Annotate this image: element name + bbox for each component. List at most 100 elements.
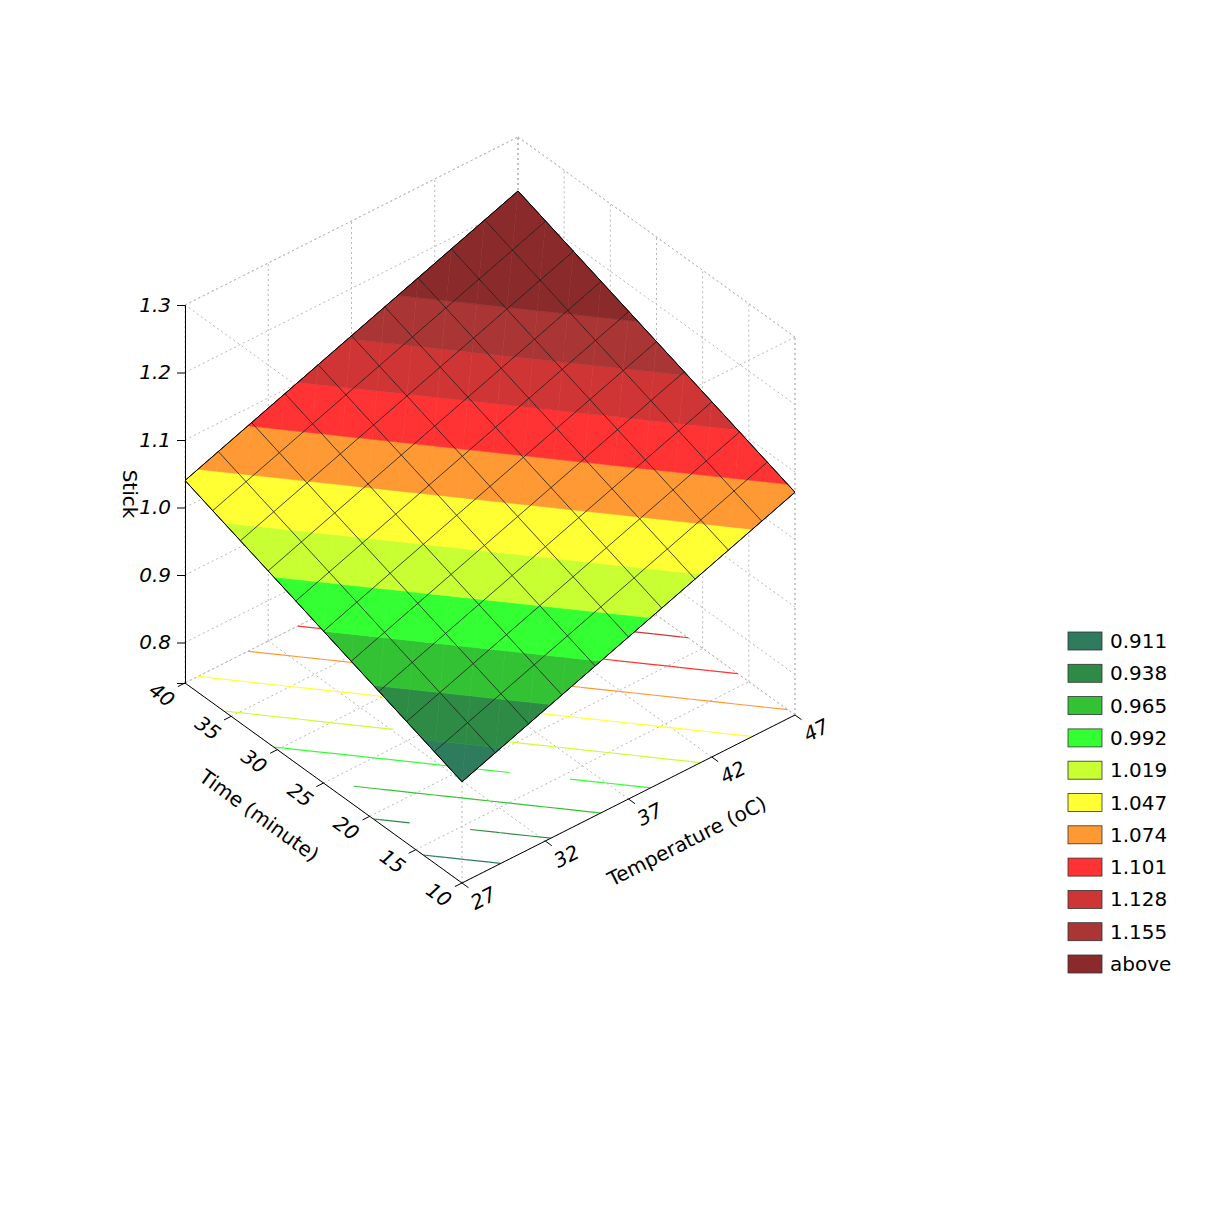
legend-swatch xyxy=(1068,729,1102,747)
contour-line xyxy=(414,793,434,795)
surface-piece xyxy=(407,394,437,426)
tick-mark xyxy=(363,816,370,820)
mesh-line xyxy=(385,307,662,608)
surface-piece xyxy=(446,596,479,634)
mesh-line xyxy=(418,278,695,579)
contour-line xyxy=(692,699,705,700)
contour-line xyxy=(277,685,305,688)
contour-line xyxy=(686,668,710,671)
tick-label: 10 xyxy=(421,878,456,912)
contour-line xyxy=(434,795,444,796)
surface xyxy=(185,191,795,782)
surface-piece xyxy=(762,482,795,521)
contour-line xyxy=(575,749,590,751)
tick-label: 30 xyxy=(237,744,272,778)
contour-line xyxy=(364,694,367,696)
tick-label: 20 xyxy=(329,811,364,845)
axis-title: Stick xyxy=(118,470,142,519)
contour-line xyxy=(318,752,328,753)
surface-piece xyxy=(285,382,316,423)
tick: 0.9 xyxy=(139,563,185,587)
contour-line xyxy=(623,754,635,755)
surface-piece xyxy=(706,427,739,461)
surface-piece xyxy=(507,308,537,340)
contour-line xyxy=(610,721,638,724)
grid-line xyxy=(370,648,703,816)
legend-swatch xyxy=(1068,794,1102,812)
tick: 1.1 xyxy=(139,428,185,452)
surface-piece xyxy=(645,420,678,459)
contour-line xyxy=(419,763,429,764)
grid-line xyxy=(795,337,796,715)
contour-line xyxy=(631,662,649,664)
surface-piece xyxy=(529,359,562,398)
surface-piece xyxy=(545,507,578,546)
legend-label: above xyxy=(1110,952,1171,976)
surface-piece xyxy=(590,366,623,400)
legend-label: 1.019 xyxy=(1110,758,1167,782)
contour-line xyxy=(606,783,630,786)
contour-line xyxy=(389,759,407,761)
mesh-line xyxy=(218,452,495,753)
tick-label: 1.2 xyxy=(139,360,171,384)
contour-line xyxy=(640,724,642,725)
tick-mark xyxy=(224,716,231,720)
surface-piece xyxy=(413,298,446,337)
surface-piece xyxy=(462,450,493,487)
surface-piece xyxy=(474,304,507,338)
box-edge xyxy=(518,137,795,337)
contour-line xyxy=(710,671,738,674)
contour-line xyxy=(257,715,272,717)
contour-line xyxy=(670,728,697,731)
tick-mark xyxy=(409,850,416,854)
surface-piece xyxy=(446,302,477,339)
contour-line xyxy=(671,666,679,668)
tick-label: 1.0 xyxy=(139,495,171,519)
contour-line xyxy=(253,682,277,685)
surface-piece xyxy=(462,744,495,782)
contour-line xyxy=(358,756,373,758)
axis-line xyxy=(185,683,462,883)
surface-piece xyxy=(623,320,656,369)
surface-piece xyxy=(523,456,553,488)
surface-piece xyxy=(679,375,712,424)
contour-line xyxy=(514,742,534,744)
legend-swatch xyxy=(1068,664,1102,682)
contour-line xyxy=(328,753,340,754)
contour-line xyxy=(605,752,623,754)
x-axis: 2732374247Temperature (oC) xyxy=(462,714,833,915)
axis-title: Temperature (oC) xyxy=(603,791,771,892)
surface-piece xyxy=(379,687,410,722)
grid-line xyxy=(268,641,545,841)
tick-label: 35 xyxy=(191,711,226,745)
contour-line xyxy=(333,723,357,726)
contour-line xyxy=(470,829,495,832)
contour-line xyxy=(747,705,765,707)
legend: 0.9110.9380.9650.9921.0191.0471.0741.101… xyxy=(1068,629,1171,976)
tick-label: 47 xyxy=(799,714,833,747)
contour-line xyxy=(600,782,606,784)
legend-label: 1.155 xyxy=(1110,920,1167,944)
contour-line xyxy=(549,714,571,716)
contour-line xyxy=(614,691,636,693)
surface-piece xyxy=(274,478,307,512)
contour-line xyxy=(435,856,445,857)
surface-piece xyxy=(579,511,610,548)
box xyxy=(185,137,795,883)
mesh-line xyxy=(285,394,562,695)
surface-piece xyxy=(385,296,416,337)
contour-line xyxy=(581,687,584,689)
tick-label: 32 xyxy=(550,840,584,873)
surface-piece xyxy=(735,432,767,480)
contour-line xyxy=(590,751,605,753)
contour-line xyxy=(649,664,671,666)
grid-line xyxy=(518,137,795,337)
surface-piece xyxy=(352,307,385,343)
contour-line xyxy=(697,730,700,732)
contour-line xyxy=(731,734,753,736)
plot-area xyxy=(185,191,795,863)
tick-label: 42 xyxy=(716,756,750,789)
contour-line xyxy=(298,626,316,628)
legend-swatch xyxy=(1068,697,1102,715)
tick-label: 25 xyxy=(283,778,318,812)
